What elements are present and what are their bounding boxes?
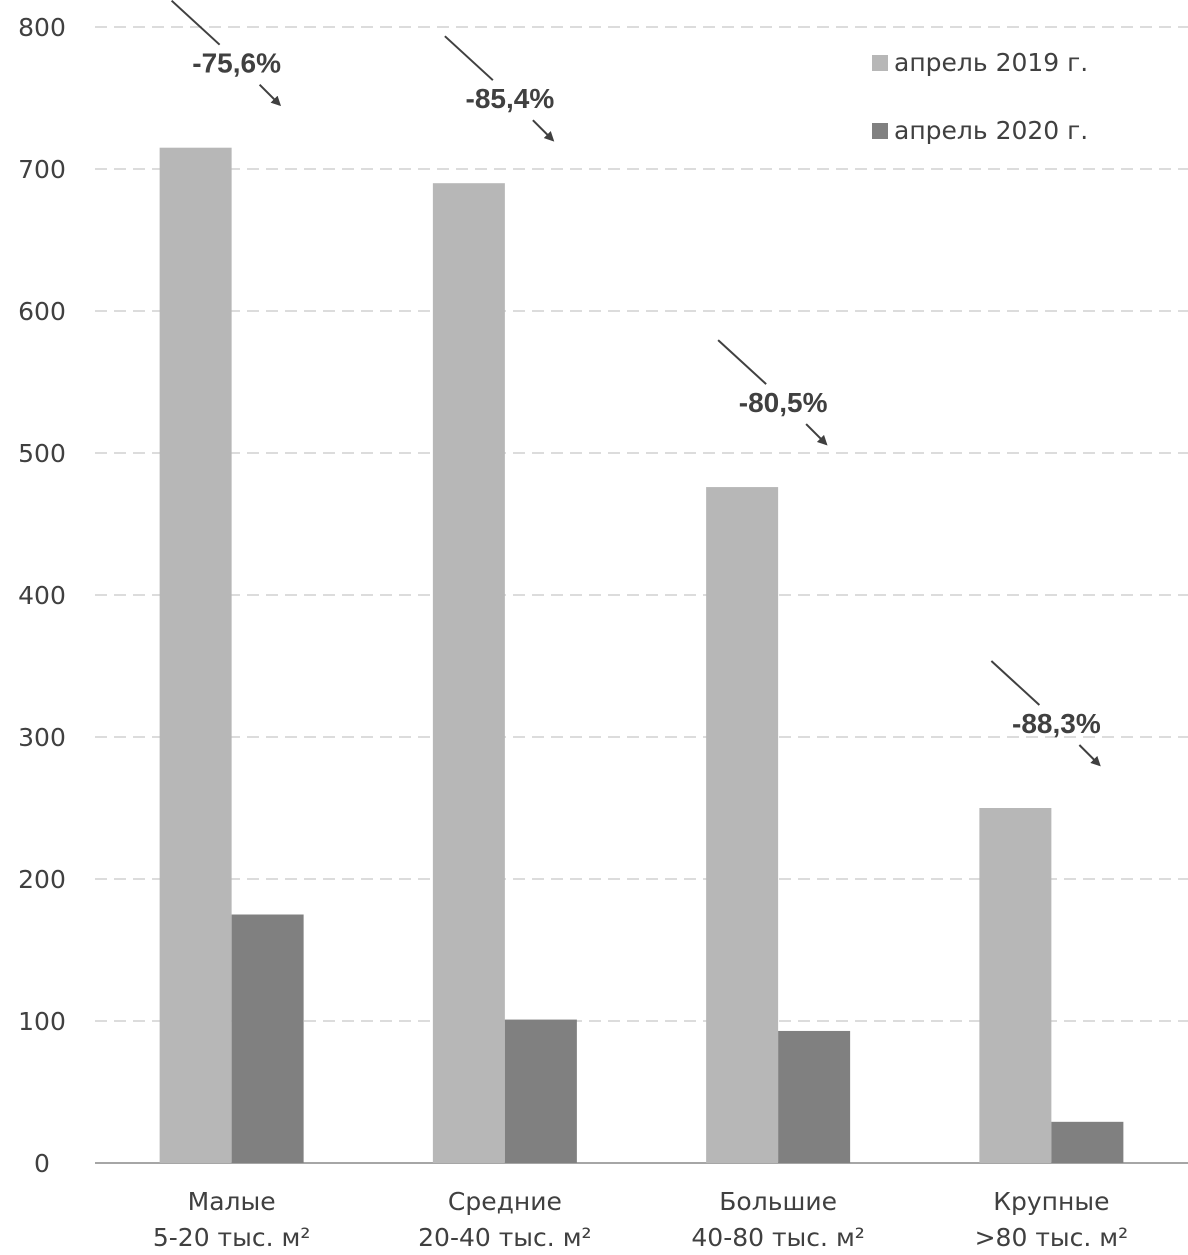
change-label-2: -80,5%: [739, 387, 828, 418]
y-tick-label: 500: [18, 439, 66, 468]
legend-swatch-1: [872, 123, 888, 139]
y-tick-label: 400: [18, 581, 66, 610]
x-category-label: 5-20 тыс. м²: [153, 1223, 311, 1252]
annotations: -75,6% -85,4% -80,5% -88,3%: [170, 0, 1101, 767]
y-tick-label: 700: [18, 155, 66, 184]
axes: 0 100 200 300 400 500 600 700 800 Малые 5-20 тыс. …: [18, 13, 1188, 1252]
legend-swatch-0: [872, 55, 888, 71]
y-tick-label: 100: [18, 1007, 66, 1036]
y-tick-label: 800: [18, 13, 66, 42]
change-line-3: [990, 660, 1041, 706]
y-tick-label: 600: [18, 297, 66, 326]
bar-2019-1: [432, 183, 505, 1163]
x-category-label: Крупные: [993, 1187, 1109, 1216]
y-tick-label: 200: [18, 865, 66, 894]
bar-2019-2: [706, 487, 779, 1164]
change-line-0: [170, 0, 221, 46]
down-arrow-icon: [532, 119, 555, 142]
change-label-3: -88,3%: [1012, 708, 1101, 739]
bar-2020-0: [231, 914, 304, 1163]
down-arrow-icon: [805, 423, 828, 446]
x-category-label: Средние: [448, 1187, 562, 1216]
bar-2020-2: [778, 1030, 851, 1163]
bar-2020-1: [504, 1019, 577, 1163]
bar-2019-0: [159, 147, 232, 1163]
change-line-2: [717, 339, 767, 385]
x-category-label: 20-40 тыс. м²: [418, 1223, 591, 1252]
y-tick-label: 0: [34, 1149, 50, 1178]
legend-label-1: апрель 2020 г.: [894, 116, 1088, 145]
down-arrow-icon: [1078, 744, 1101, 767]
change-line-1: [444, 35, 494, 81]
x-category-label: >80 тыс. м²: [975, 1223, 1129, 1252]
legend-label-0: апрель 2019 г.: [894, 48, 1088, 77]
bar-2020-3: [1051, 1121, 1124, 1163]
bars: [159, 147, 1124, 1164]
bar-2019-3: [979, 808, 1052, 1163]
change-label-1: -85,4%: [466, 83, 555, 114]
x-category-label: Большие: [719, 1187, 837, 1216]
y-tick-label: 300: [18, 723, 66, 752]
down-arrow-icon: [258, 83, 282, 107]
change-label-0: -75,6%: [192, 48, 281, 79]
x-category-label: Малые: [188, 1187, 276, 1216]
x-category-label: 40-80 тыс. м²: [691, 1223, 864, 1252]
legend: апрель 2019 г. апрель 2020 г.: [872, 48, 1088, 145]
